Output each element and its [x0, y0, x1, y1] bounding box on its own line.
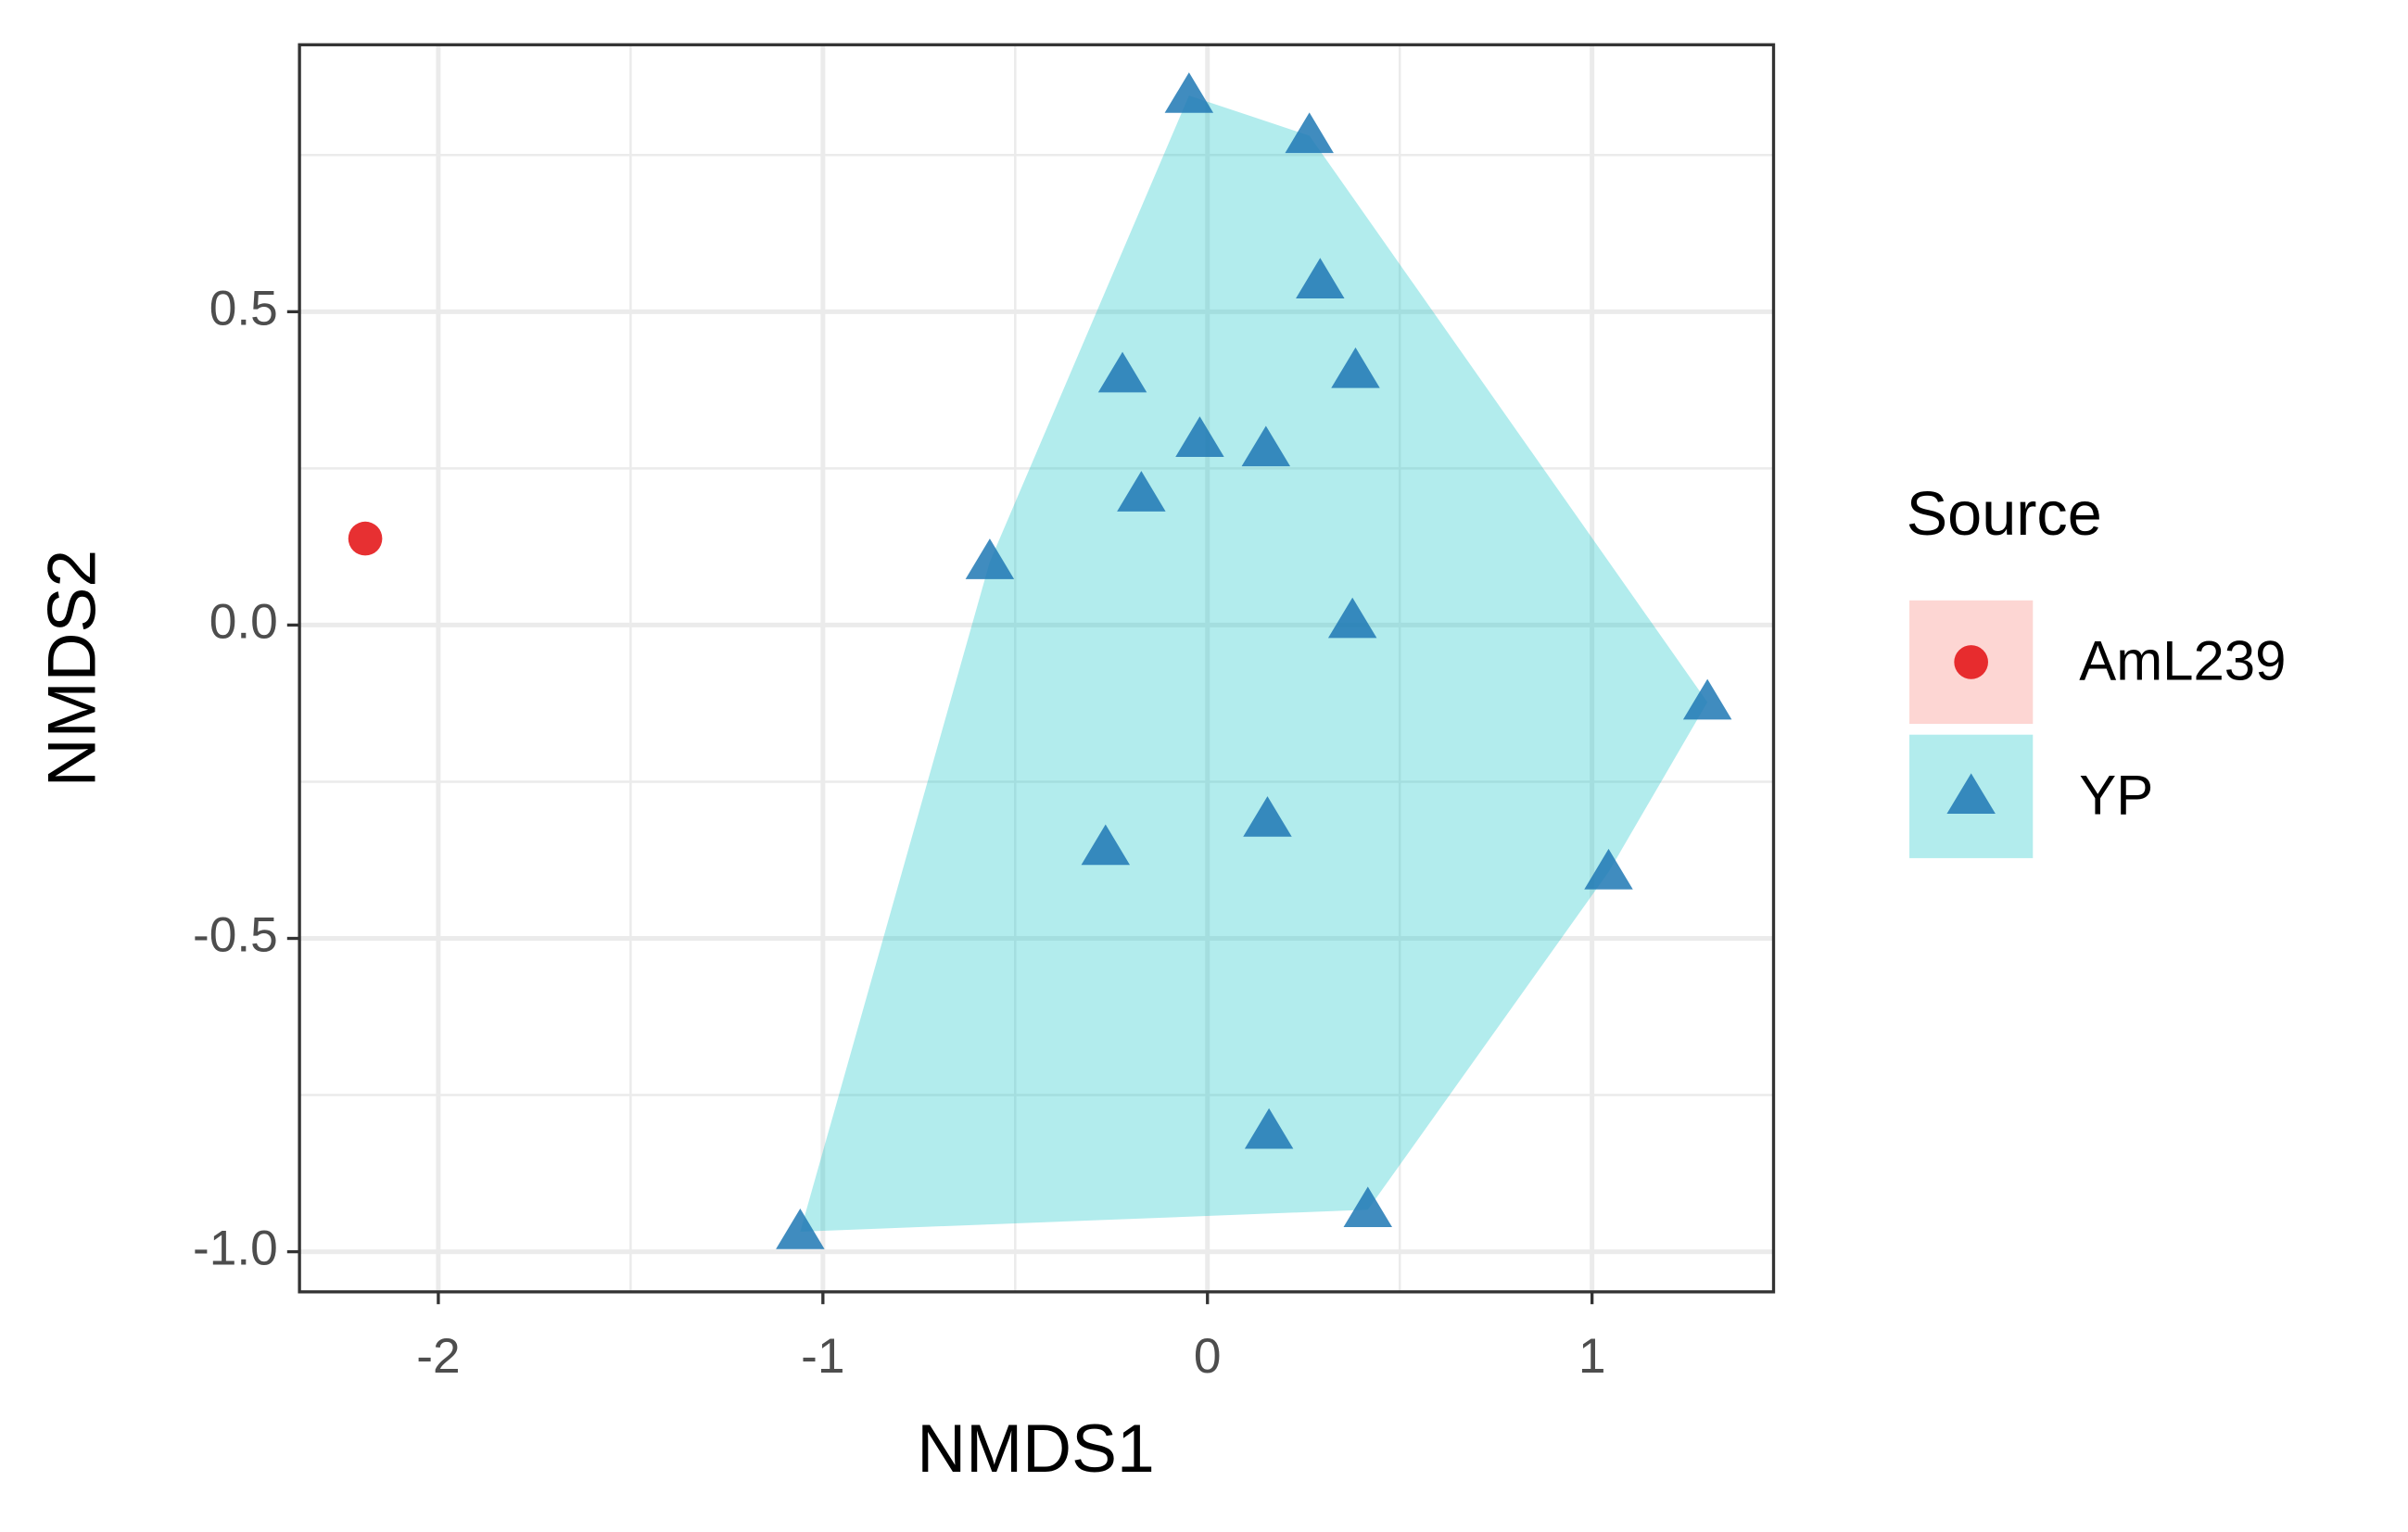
axes: -2 -1 0 1 0.5 0.0 -0.5 -1.0 [193, 281, 1605, 1384]
y-axis-title: NMDS2 [34, 550, 110, 787]
points [348, 72, 1732, 1249]
legend-label: YP [2079, 764, 2153, 826]
legend-title: Source [1907, 480, 2102, 549]
y-tick-label: -0.5 [193, 908, 278, 963]
point [1175, 416, 1224, 458]
point [1331, 347, 1380, 388]
y-tick-label: 0.5 [209, 281, 278, 336]
x-tick-label: -2 [416, 1329, 460, 1384]
y-tick-label: 0.0 [209, 595, 278, 650]
point [1241, 425, 1291, 467]
point [1584, 848, 1633, 890]
x-tick-label: 0 [1194, 1329, 1222, 1384]
hulls [800, 95, 1708, 1232]
grid [299, 44, 1774, 1292]
y-tick-label: -1.0 [193, 1222, 278, 1276]
legend-label: AmL239 [2079, 630, 2286, 692]
panel-border [298, 43, 1776, 1294]
point [1343, 1186, 1392, 1228]
point [1117, 471, 1166, 512]
legend-marker [1946, 773, 1996, 815]
panel-background [299, 44, 1774, 1292]
point [1081, 824, 1131, 866]
point [1243, 796, 1292, 837]
point [1244, 1108, 1294, 1149]
point [1296, 258, 1345, 298]
x-tick-label: -1 [801, 1329, 844, 1384]
point [1682, 678, 1732, 720]
point [1164, 72, 1214, 113]
point [1097, 351, 1147, 393]
legend: AmL239 YP [1909, 600, 2286, 858]
point [348, 521, 383, 556]
legend-marker [1954, 645, 1988, 679]
point [1285, 112, 1334, 154]
point [776, 1208, 825, 1249]
x-tick-label: 1 [1578, 1329, 1606, 1384]
hull [800, 95, 1708, 1232]
x-axis-title: NMDS1 [917, 1411, 1154, 1487]
point [965, 538, 1015, 579]
point [1327, 597, 1377, 639]
